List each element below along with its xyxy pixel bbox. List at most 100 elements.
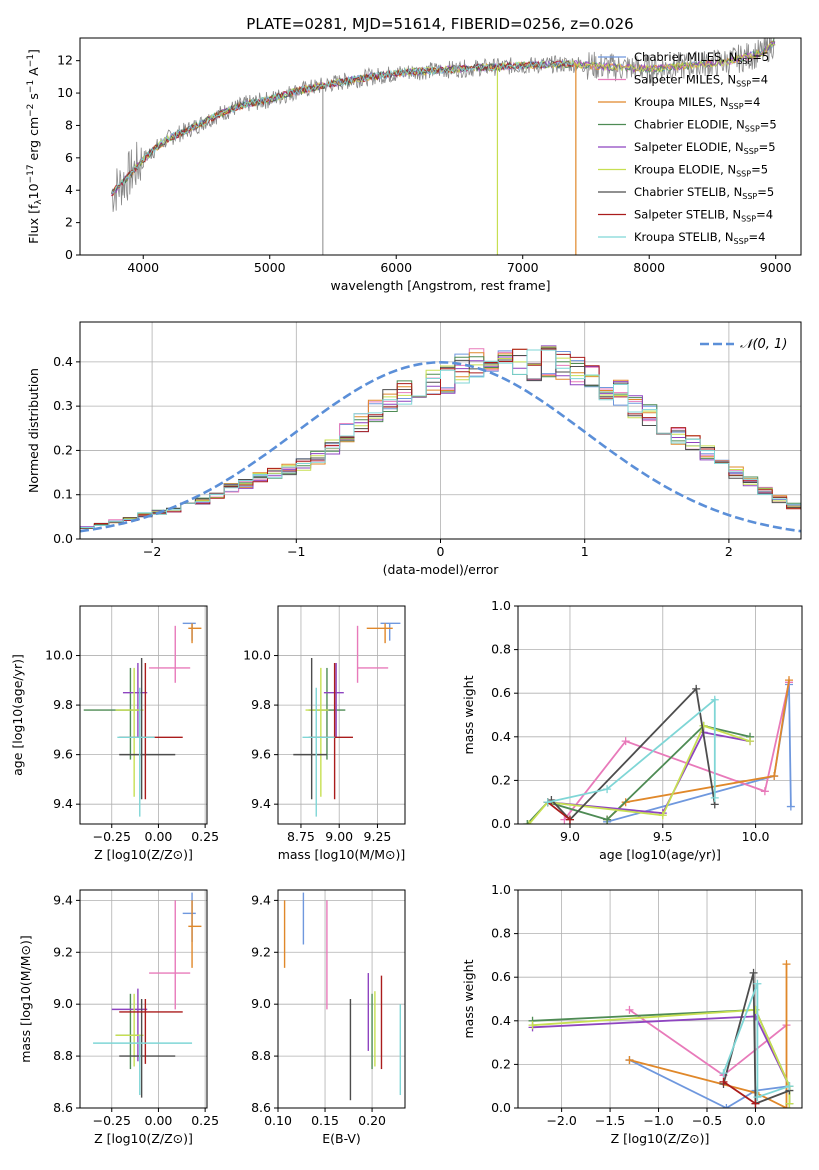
y-tick-label: 0.6	[491, 969, 511, 984]
legend-model: Kroupa ELODIE, N	[634, 163, 736, 177]
legend-model: Kroupa STELIB, N	[634, 230, 734, 244]
y-tick-label: 0.3	[53, 398, 73, 413]
y-tick-label: 9.8	[53, 697, 73, 712]
y-axis-label: mass weight	[461, 675, 476, 754]
y-axis-label: mass [log10(M/M⊙)]	[18, 935, 33, 1063]
legend-sub: SSP	[741, 215, 756, 224]
weight-line	[532, 1008, 791, 1104]
weight-point	[603, 815, 612, 824]
y-tick-label: 9.4	[53, 892, 73, 907]
errorbar	[115, 667, 144, 797]
y-tick-label: 6	[65, 150, 73, 165]
legend-model: Chabrier STELIB, N	[634, 185, 742, 199]
y-tick-label: 0.0	[491, 1100, 511, 1115]
x-axis-label: Z [log10(Z/Z⊙)]	[611, 1131, 710, 1146]
x-tick-label: 9.00	[325, 829, 353, 844]
weight-point	[782, 960, 791, 969]
y-label-part: −1	[26, 80, 36, 93]
legend-sub: SSP	[736, 170, 751, 179]
weight-point	[785, 676, 794, 685]
x-tick-label: −1.0	[643, 1113, 673, 1128]
y-tick-label: 9.2	[251, 944, 271, 959]
weight-line	[722, 983, 790, 1099]
y-tick-label: 12	[57, 53, 73, 68]
y-tick-label: 9.4	[53, 796, 73, 811]
legend-model: Chabrier ELODIE, N	[634, 118, 745, 132]
weight-line	[629, 964, 788, 1108]
axes-frame	[277, 889, 406, 1109]
y-tick-label: 0.4	[491, 729, 511, 744]
y-tick-label: 0.8	[491, 642, 511, 657]
x-tick-label: 8.75	[287, 829, 315, 844]
x-tick-label: −0.25	[93, 829, 131, 844]
histogram-step	[80, 348, 801, 529]
weight-point	[543, 798, 552, 807]
axes-age-vs-Z: −0.25 0.00 0.25 9.4 9.6 9.8 10.0	[45, 606, 219, 844]
weight-line	[550, 686, 716, 821]
errorbar	[119, 658, 176, 800]
histogram-step	[80, 346, 801, 529]
weight-point	[753, 979, 762, 988]
x-tick-label: 5000	[254, 260, 286, 275]
x-axis-label: Z [log10(Z/Z⊙)]	[94, 847, 193, 862]
x-tick-label: −2	[143, 544, 161, 559]
histogram-step	[80, 349, 801, 528]
y-tick-label: 1.0	[491, 882, 511, 897]
errorbar	[380, 622, 401, 641]
errorbar	[119, 662, 183, 800]
x-tick-label: 8000	[633, 260, 665, 275]
weight-lines	[528, 960, 794, 1108]
y-label-part: Flux [f	[26, 204, 41, 244]
y-tick-label: 8.6	[251, 1100, 271, 1115]
weight-line	[629, 1059, 790, 1108]
weight-point	[770, 772, 779, 781]
legend-label: Salpeter STELIB, NSSP=4	[634, 208, 773, 224]
x-tick-label: −0.25	[93, 1113, 131, 1128]
x-tick-label: 6000	[380, 260, 412, 275]
x-tick-label: 7000	[507, 260, 539, 275]
errorbar	[308, 662, 353, 800]
weight-point	[710, 793, 719, 802]
axes-frame	[79, 321, 802, 540]
y-label-part: −17	[26, 164, 36, 183]
histogram-step	[80, 355, 801, 528]
x-tick-label: 0.20	[358, 1113, 386, 1128]
x-tick-label: 2	[725, 544, 733, 559]
x-tick-label: 9000	[760, 260, 792, 275]
x-tick-label: 0.25	[191, 1113, 219, 1128]
y-tick-label: 9.0	[53, 996, 73, 1011]
weight-point	[621, 737, 630, 746]
weight-point	[699, 721, 708, 730]
axes-weight-vs-age: 9.0 9.5 10.0 0.0 0.2 0.4 0.6 0.8 1.0	[491, 598, 802, 844]
y-tick-label: 0.0	[491, 816, 511, 831]
x-tick-label: 0.00	[145, 1113, 173, 1128]
weight-point	[625, 1005, 634, 1014]
axes-frame	[517, 889, 803, 1109]
legend-value: =5	[751, 163, 768, 177]
errorbar	[115, 993, 144, 1067]
x-tick-label: −2.0	[546, 1113, 576, 1128]
weight-point	[719, 1077, 728, 1086]
y-tick-label: 0	[65, 247, 73, 262]
weight-line	[563, 682, 790, 821]
legend-sub: SSP	[736, 80, 751, 89]
x-axis-label: (data-model)/error	[383, 562, 500, 577]
legend-value: =4	[749, 230, 766, 244]
y-tick-label: 0.4	[491, 1013, 511, 1028]
legend-value: =5	[752, 50, 769, 64]
legend-label: Kroupa MILES, NSSP=4	[634, 95, 760, 111]
x-axis-label: wavelength [Angstrom, rest frame]	[330, 278, 550, 293]
x-tick-label: 0.15	[311, 1113, 339, 1128]
weight-point	[749, 968, 758, 977]
y-tick-label: 9.8	[251, 697, 271, 712]
y-tick-label: 0.2	[53, 442, 73, 457]
x-axis-label: Z [log10(Z/Z⊙)]	[94, 1131, 193, 1146]
y-tick-label: 0.2	[491, 1056, 511, 1071]
weight-point	[565, 815, 574, 824]
x-tick-label: 1	[581, 544, 589, 559]
axes-spectrum: 4000 5000 6000 7000 8000 9000 0 2 4 6 8 10 12	[57, 53, 792, 275]
weight-point	[625, 1056, 634, 1065]
y-tick-label: 2	[65, 215, 73, 230]
legend-value: =4	[756, 208, 773, 222]
x-tick-label: 10.0	[742, 829, 770, 844]
